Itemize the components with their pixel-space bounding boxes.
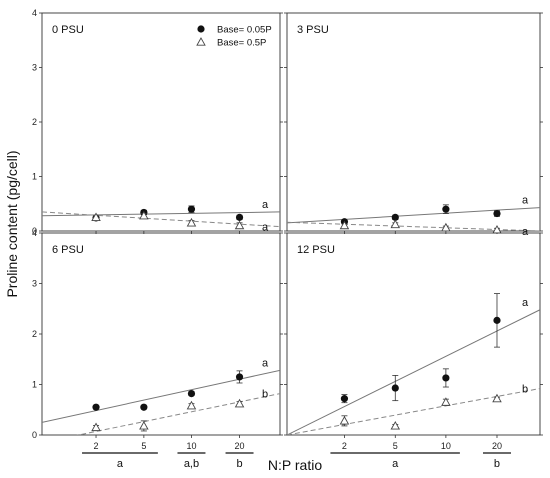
- fit-significance-label: a: [262, 222, 269, 234]
- y-tick-label: 1: [32, 172, 37, 182]
- data-point-open-triangle: [441, 222, 451, 232]
- panel-label: 0 PSU: [52, 24, 84, 36]
- y-axis-title: Proline content (pg/cell): [4, 150, 20, 297]
- fit-line: [42, 211, 280, 217]
- y-tick-label: 2: [32, 117, 37, 127]
- panel-2: 0 1 2 3 4 2 5 10 20 6 PSU a b: [32, 228, 283, 451]
- data-point-filled-circle: [391, 384, 399, 392]
- panel-1: 3 PSU a a: [284, 12, 543, 238]
- y-tick-label: 0: [32, 226, 37, 236]
- panel-label: 3 PSU: [297, 24, 329, 36]
- panel-label: 6 PSU: [52, 244, 84, 256]
- data-point-filled-circle: [442, 374, 450, 382]
- panel-frame: [286, 232, 541, 436]
- fit-line: [287, 221, 540, 231]
- data-point-open-triangle: [139, 420, 149, 430]
- y-tick-label: 0: [32, 430, 37, 440]
- panel-label: 12 PSU: [297, 244, 335, 256]
- y-tick-label: 3: [32, 279, 37, 289]
- x-tick-label: 2: [94, 441, 99, 451]
- data-point-filled-circle: [235, 373, 244, 381]
- data-point-open-triangle: [234, 398, 245, 408]
- x-tick-label: 10: [441, 441, 451, 451]
- y-tick-label: 3: [32, 63, 37, 73]
- fit-line: [42, 369, 280, 423]
- fit-line: [287, 309, 540, 435]
- legend-label: Base= 0.05P: [217, 25, 272, 36]
- y-tick-label: 1: [32, 380, 37, 390]
- legend-marker-filled-circle: [197, 25, 205, 33]
- data-point-open-triangle: [390, 420, 401, 430]
- data-point-open-triangle: [339, 415, 350, 425]
- x-tick-label: 5: [393, 441, 398, 451]
- legend-marker-open-triangle: [196, 37, 206, 46]
- fit-line: [287, 388, 540, 435]
- panel-0: 0 1 2 3 4 0 PSU aa: [32, 8, 283, 236]
- group-letter: b: [236, 458, 242, 470]
- x-tick-label: 2: [342, 441, 347, 451]
- data-point-open-triangle: [91, 422, 101, 432]
- data-point-open-triangle: [441, 397, 451, 406]
- data-point-filled-circle: [442, 205, 450, 213]
- legend: Base= 0.05P Base= 0.5P: [196, 25, 272, 49]
- group-letter: a: [117, 458, 124, 470]
- data-point-filled-circle: [140, 403, 148, 411]
- x-tick-label: 10: [186, 441, 196, 451]
- fit-significance-label: a: [522, 297, 529, 309]
- group-letter: a: [392, 458, 399, 470]
- fit-line: [287, 207, 540, 224]
- x-tick-label: 20: [235, 441, 245, 451]
- data-point-open-triangle: [186, 400, 197, 410]
- y-tick-label: 4: [32, 228, 37, 238]
- y-tick-label: 2: [32, 329, 37, 339]
- data-point-filled-circle: [187, 389, 196, 398]
- data-point-open-triangle: [139, 210, 149, 220]
- x-tick-label: 20: [492, 441, 502, 451]
- fit-significance-label: b: [262, 389, 268, 401]
- fit-significance-label: a: [262, 357, 269, 369]
- x-axis-title: N:P ratio: [268, 457, 322, 473]
- data-point-filled-circle: [92, 403, 100, 411]
- fit-significance-label: b: [522, 384, 528, 396]
- group-letter: a,b: [184, 458, 199, 470]
- fit-significance-label: a: [522, 195, 529, 207]
- panel-3: 2 5 10 20 12 PSU a b: [284, 232, 543, 451]
- data-point-filled-circle: [235, 213, 244, 221]
- data-point-filled-circle: [340, 395, 349, 403]
- x-tick-label: 5: [141, 441, 146, 451]
- data-point-filled-circle: [391, 213, 399, 221]
- group-letter: b: [494, 458, 500, 470]
- data-point-open-triangle: [339, 220, 350, 230]
- fit-significance-label: a: [262, 199, 269, 211]
- panel-frame: [286, 12, 541, 232]
- legend-label: Base= 0.5P: [217, 38, 266, 49]
- y-tick-label: 4: [32, 8, 37, 18]
- fit-significance-label: a: [522, 226, 529, 238]
- data-point-open-triangle: [234, 220, 245, 230]
- data-point-open-triangle: [91, 212, 101, 222]
- data-point-filled-circle: [187, 205, 196, 213]
- panel-frame: [41, 232, 281, 436]
- data-point-filled-circle: [493, 316, 501, 324]
- data-point-filled-circle: [493, 209, 501, 218]
- data-point-open-triangle: [390, 219, 401, 229]
- data-point-open-triangle: [186, 217, 197, 227]
- data-point-open-triangle: [492, 393, 502, 403]
